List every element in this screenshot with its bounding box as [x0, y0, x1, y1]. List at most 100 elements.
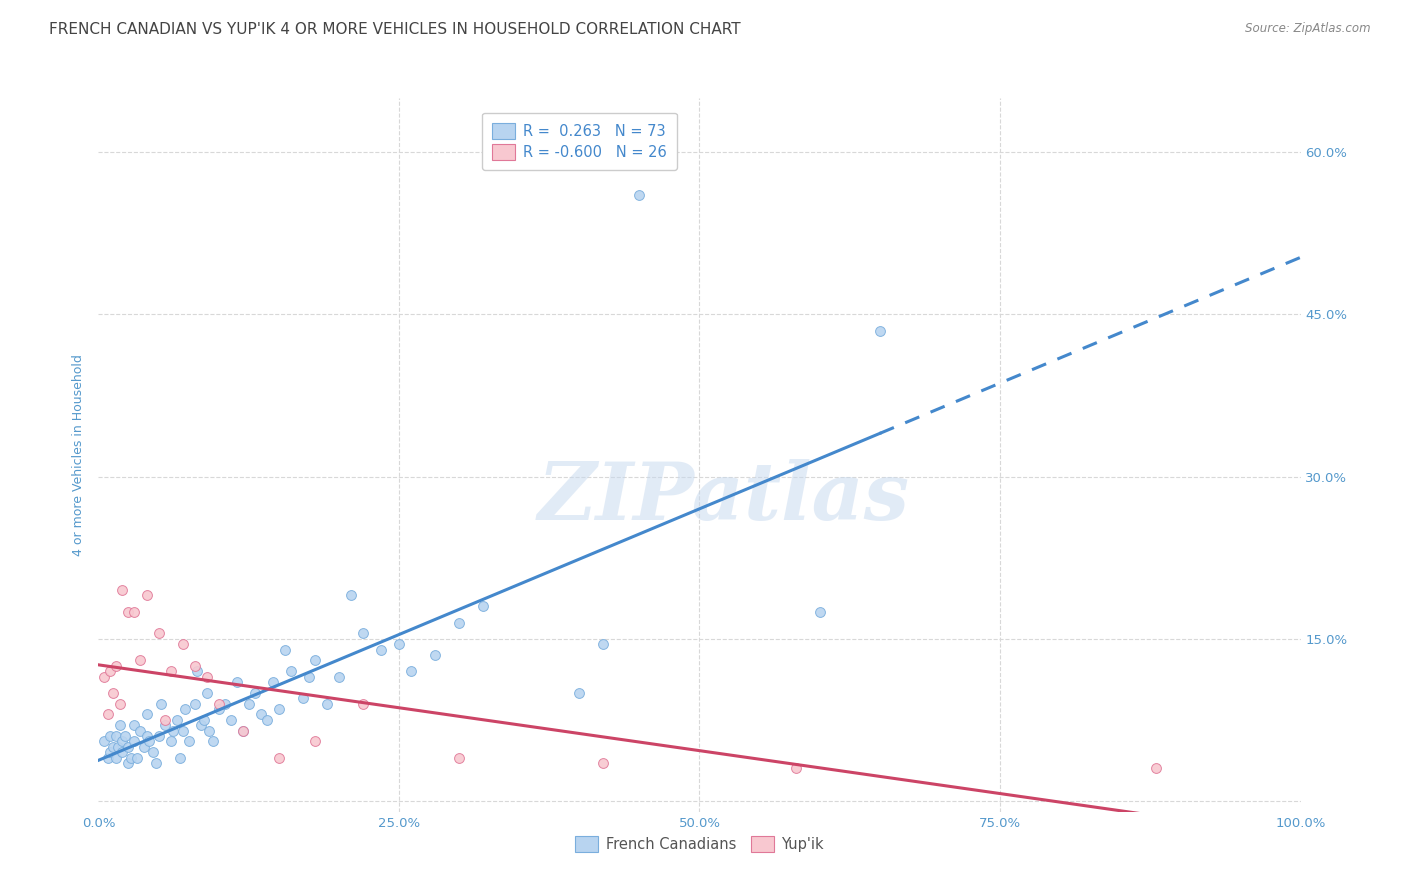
Point — [114, 729, 136, 743]
Point — [256, 713, 278, 727]
Point — [195, 686, 218, 700]
Point — [232, 723, 254, 738]
Point — [108, 718, 131, 732]
Point — [124, 734, 146, 748]
Point — [177, 734, 200, 748]
Point — [447, 750, 470, 764]
Point — [785, 762, 807, 776]
Point — [138, 734, 160, 748]
Point — [101, 739, 124, 754]
Point — [291, 691, 314, 706]
Point — [370, 642, 392, 657]
Point — [195, 669, 218, 683]
Point — [1144, 762, 1167, 776]
Point — [93, 734, 115, 748]
Point — [120, 750, 142, 764]
Point — [186, 664, 208, 678]
Point — [198, 723, 221, 738]
Point — [111, 583, 134, 598]
Point — [153, 718, 176, 732]
Point — [423, 648, 446, 662]
Point — [162, 723, 184, 738]
Point — [232, 723, 254, 738]
Point — [100, 729, 122, 743]
Point — [135, 589, 157, 603]
Point — [101, 686, 124, 700]
Y-axis label: 4 or more Vehicles in Household: 4 or more Vehicles in Household — [72, 354, 86, 556]
Point — [149, 697, 172, 711]
Point — [124, 605, 146, 619]
Point — [267, 750, 290, 764]
Point — [225, 675, 247, 690]
Point — [193, 713, 215, 727]
Point — [93, 669, 115, 683]
Text: FRENCH CANADIAN VS YUP'IK 4 OR MORE VEHICLES IN HOUSEHOLD CORRELATION CHART: FRENCH CANADIAN VS YUP'IK 4 OR MORE VEHI… — [49, 22, 741, 37]
Point — [125, 750, 148, 764]
Point — [208, 702, 231, 716]
Point — [129, 723, 152, 738]
Point — [166, 713, 188, 727]
Point — [97, 707, 120, 722]
Point — [447, 615, 470, 630]
Point — [107, 739, 129, 754]
Point — [869, 324, 891, 338]
Point — [267, 702, 290, 716]
Point — [148, 626, 170, 640]
Point — [153, 713, 176, 727]
Point — [105, 729, 128, 743]
Point — [97, 750, 120, 764]
Point — [111, 734, 134, 748]
Point — [352, 697, 374, 711]
Point — [214, 697, 236, 711]
Point — [208, 697, 231, 711]
Point — [111, 745, 134, 759]
Point — [352, 626, 374, 640]
Point — [280, 664, 302, 678]
Point — [105, 750, 128, 764]
Point — [399, 664, 422, 678]
Point — [304, 653, 326, 667]
Point — [183, 658, 205, 673]
Point — [262, 675, 284, 690]
Point — [129, 653, 152, 667]
Point — [100, 664, 122, 678]
Point — [172, 637, 194, 651]
Point — [174, 702, 197, 716]
Point — [201, 734, 224, 748]
Point — [135, 707, 157, 722]
Point — [117, 605, 139, 619]
Point — [124, 718, 146, 732]
Point — [132, 739, 155, 754]
Point — [159, 734, 181, 748]
Point — [243, 686, 266, 700]
Point — [108, 697, 131, 711]
Point — [808, 605, 831, 619]
Point — [135, 729, 157, 743]
Point — [141, 745, 163, 759]
Point — [472, 599, 495, 614]
Point — [592, 756, 614, 770]
Point — [568, 686, 591, 700]
Point — [183, 697, 205, 711]
Point — [592, 637, 614, 651]
Point — [100, 745, 122, 759]
Point — [117, 756, 139, 770]
Point — [628, 188, 651, 202]
Point — [388, 637, 411, 651]
Point — [159, 664, 181, 678]
Point — [304, 734, 326, 748]
Point — [219, 713, 242, 727]
Text: Source: ZipAtlas.com: Source: ZipAtlas.com — [1246, 22, 1371, 36]
Point — [172, 723, 194, 738]
Point — [145, 756, 167, 770]
Point — [148, 729, 170, 743]
Point — [190, 718, 212, 732]
Point — [169, 750, 191, 764]
Text: ZIPatlas: ZIPatlas — [537, 459, 910, 536]
Point — [340, 589, 363, 603]
Point — [117, 739, 139, 754]
Point — [249, 707, 271, 722]
Point — [105, 658, 128, 673]
Point — [238, 697, 260, 711]
Point — [298, 669, 321, 683]
